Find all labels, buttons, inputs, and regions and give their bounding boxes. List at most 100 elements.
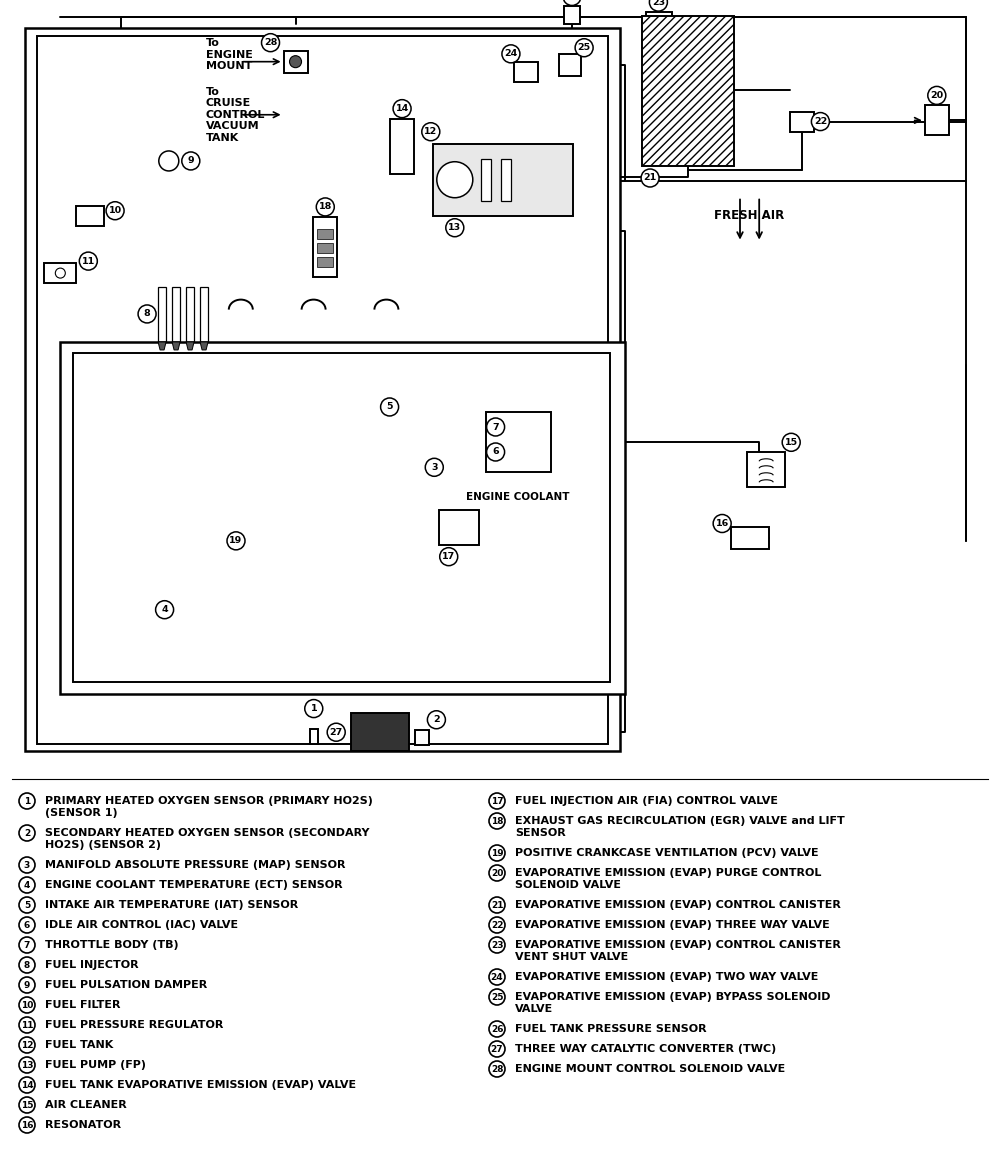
Text: FUEL TANK EVAPORATIVE EMISSION (EVAP) VALVE: FUEL TANK EVAPORATIVE EMISSION (EVAP) VA…	[45, 1080, 356, 1090]
Circle shape	[782, 433, 800, 451]
Text: 25: 25	[491, 993, 503, 1001]
Bar	[60, 342, 625, 694]
Text: 27: 27	[330, 727, 343, 737]
Text: PRIMARY HEATED OXYGEN SENSOR (PRIMARY HO2S)
(SENSOR 1): PRIMARY HEATED OXYGEN SENSOR (PRIMARY HO…	[45, 796, 373, 819]
Text: ENGINE COOLANT: ENGINE COOLANT	[466, 492, 570, 502]
Circle shape	[489, 917, 505, 933]
Text: ENGINE MOUNT CONTROL SOLENOID VALVE: ENGINE MOUNT CONTROL SOLENOID VALVE	[515, 1064, 785, 1074]
Bar	[439, 509, 479, 545]
Circle shape	[487, 443, 505, 461]
Text: 7: 7	[24, 940, 30, 950]
Circle shape	[55, 268, 65, 278]
Text: 15: 15	[21, 1101, 33, 1109]
Bar	[925, 105, 949, 136]
Circle shape	[19, 1038, 35, 1053]
Circle shape	[489, 793, 505, 809]
Circle shape	[811, 112, 829, 131]
Bar	[158, 287, 166, 342]
Circle shape	[19, 937, 35, 953]
Text: 5: 5	[386, 403, 393, 411]
Bar	[351, 713, 409, 752]
Bar	[284, 50, 308, 73]
Circle shape	[19, 957, 35, 973]
Text: INTAKE AIR TEMPERATURE (IAT) SENSOR: INTAKE AIR TEMPERATURE (IAT) SENSOR	[45, 900, 298, 910]
Circle shape	[19, 877, 35, 893]
Bar	[44, 263, 76, 283]
Text: 24: 24	[491, 972, 503, 981]
Text: 11: 11	[21, 1020, 33, 1029]
Bar	[310, 728, 318, 744]
Circle shape	[928, 87, 946, 104]
Bar	[514, 62, 538, 82]
Text: 14: 14	[395, 104, 409, 114]
Bar	[731, 527, 769, 548]
Circle shape	[79, 252, 97, 271]
Text: EVAPORATIVE EMISSION (EVAP) PURGE CONTROL
SOLENOID VALVE: EVAPORATIVE EMISSION (EVAP) PURGE CONTRO…	[515, 868, 821, 890]
Circle shape	[19, 1117, 35, 1134]
Text: FUEL TANK PRESSURE SENSOR: FUEL TANK PRESSURE SENSOR	[515, 1023, 707, 1034]
Text: EXHAUST GAS RECIRCULATION (EGR) VALVE and LIFT
SENSOR: EXHAUST GAS RECIRCULATION (EGR) VALVE an…	[515, 816, 845, 838]
Text: 1: 1	[24, 796, 30, 806]
Text: 8: 8	[24, 960, 30, 970]
Text: 9: 9	[24, 980, 30, 989]
Text: 20: 20	[491, 869, 503, 877]
Text: 3: 3	[24, 861, 30, 870]
Text: SECONDARY HEATED OXYGEN SENSOR (SECONDARY
HO2S) (SENSOR 2): SECONDARY HEATED OXYGEN SENSOR (SECONDAR…	[45, 828, 370, 850]
Circle shape	[489, 968, 505, 985]
Circle shape	[156, 601, 174, 618]
Text: 10: 10	[109, 206, 122, 215]
Circle shape	[19, 917, 35, 933]
Circle shape	[425, 458, 443, 477]
Text: 17: 17	[442, 553, 455, 561]
Text: 11: 11	[82, 256, 95, 266]
Circle shape	[437, 162, 473, 198]
Text: ENGINE COOLANT TEMPERATURE (ECT) SENSOR: ENGINE COOLANT TEMPERATURE (ECT) SENSOR	[45, 879, 343, 890]
Text: 9: 9	[187, 157, 194, 165]
Circle shape	[19, 793, 35, 809]
Bar	[172, 287, 180, 342]
Text: 20: 20	[930, 91, 943, 100]
Text: 5: 5	[24, 900, 30, 910]
Circle shape	[290, 56, 302, 68]
Text: 22: 22	[814, 117, 827, 126]
Circle shape	[427, 711, 445, 728]
Polygon shape	[172, 342, 180, 350]
Circle shape	[489, 1061, 505, 1077]
Text: 6: 6	[492, 447, 499, 457]
Text: EVAPORATIVE EMISSION (EVAP) BYPASS SOLENOID
VALVE: EVAPORATIVE EMISSION (EVAP) BYPASS SOLEN…	[515, 992, 830, 1014]
Text: FUEL INJECTOR: FUEL INJECTOR	[45, 960, 139, 970]
Circle shape	[19, 1077, 35, 1093]
Bar	[642, 16, 734, 166]
Text: 19: 19	[229, 536, 243, 546]
Bar	[200, 287, 208, 342]
Text: 16: 16	[716, 519, 729, 528]
Circle shape	[446, 219, 464, 237]
Polygon shape	[186, 342, 194, 350]
Text: FUEL INJECTION AIR (FIA) CONTROL VALVE: FUEL INJECTION AIR (FIA) CONTROL VALVE	[515, 796, 778, 806]
Circle shape	[440, 548, 458, 566]
Text: EVAPORATIVE EMISSION (EVAP) TWO WAY VALVE: EVAPORATIVE EMISSION (EVAP) TWO WAY VALV…	[515, 972, 818, 982]
Text: MANIFOLD ABSOLUTE PRESSURE (MAP) SENSOR: MANIFOLD ABSOLUTE PRESSURE (MAP) SENSOR	[45, 860, 346, 870]
Circle shape	[641, 169, 659, 187]
Circle shape	[381, 398, 399, 416]
Bar	[313, 217, 337, 276]
Bar	[564, 7, 580, 25]
Text: EVAPORATIVE EMISSION (EVAP) CONTROL CANISTER: EVAPORATIVE EMISSION (EVAP) CONTROL CANI…	[515, 900, 841, 910]
Circle shape	[393, 100, 411, 117]
Text: 23: 23	[491, 940, 503, 950]
Text: 21: 21	[491, 900, 503, 910]
Text: FUEL PUMP (FP): FUEL PUMP (FP)	[45, 1060, 146, 1070]
Text: THROTTLE BODY (TB): THROTTLE BODY (TB)	[45, 940, 179, 950]
Circle shape	[649, 0, 667, 12]
Bar	[747, 452, 785, 487]
Text: 27: 27	[491, 1045, 503, 1054]
Text: 14: 14	[21, 1081, 33, 1089]
Bar	[317, 256, 333, 267]
Bar	[37, 36, 608, 744]
Bar	[317, 228, 333, 239]
Circle shape	[489, 989, 505, 1005]
Text: 7: 7	[492, 423, 499, 431]
Text: 8: 8	[144, 309, 150, 319]
Bar	[559, 54, 581, 76]
Text: 18: 18	[319, 203, 332, 212]
